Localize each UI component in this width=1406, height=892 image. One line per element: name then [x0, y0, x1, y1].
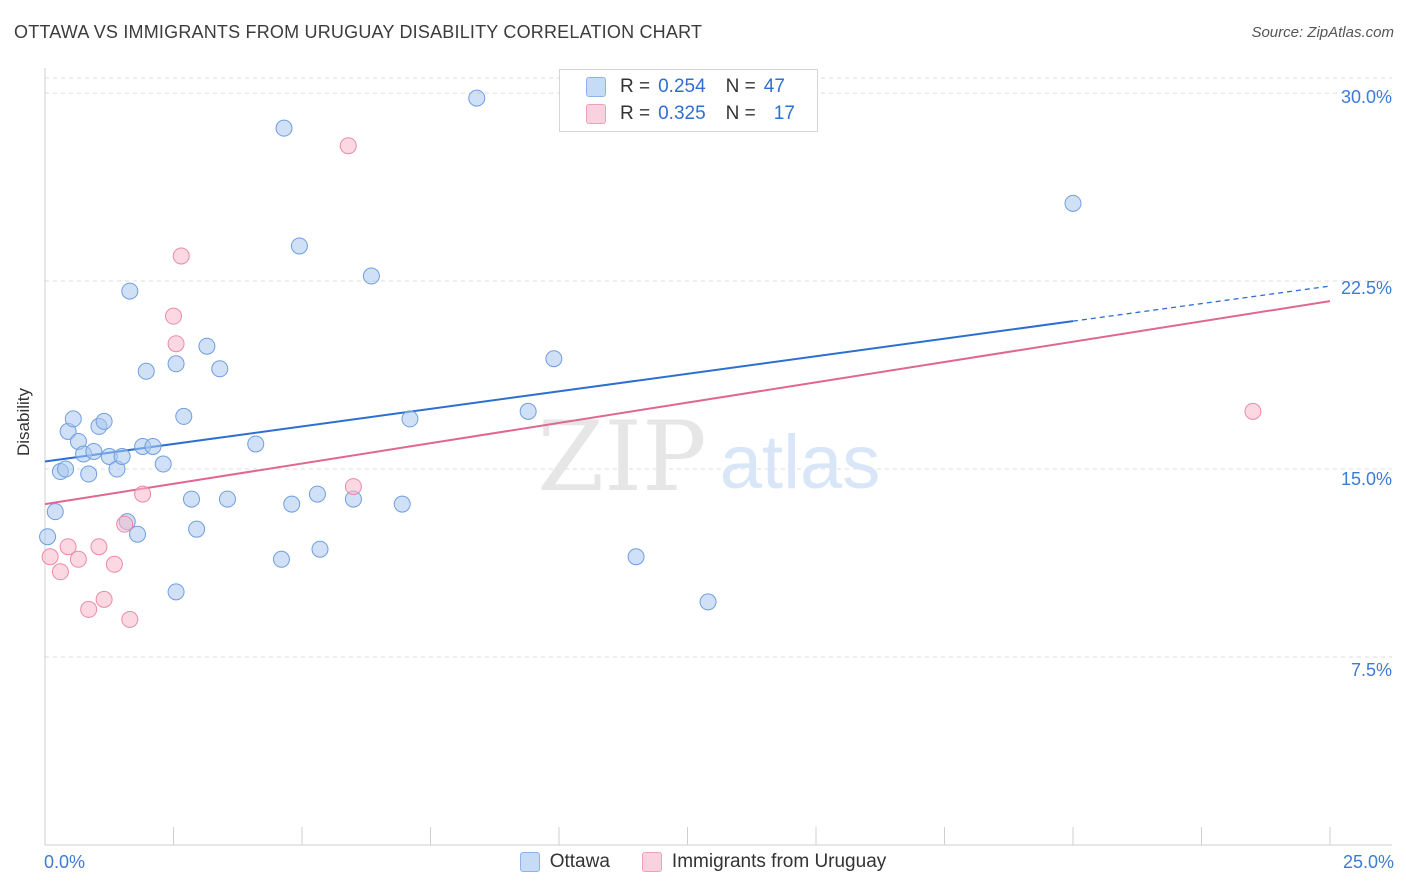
- trend-line-0: [44, 320, 1074, 463]
- data-point-ottawa: [211, 360, 229, 378]
- series-legend: Ottawa Immigrants from Uruguay: [0, 851, 1406, 873]
- data-point-ottawa: [290, 237, 308, 255]
- watermark-atlas: atlas: [720, 420, 881, 505]
- y-axis-label: Disability: [14, 387, 33, 456]
- data-point-ottawa: [272, 550, 290, 568]
- legend-n-label: N =: [725, 76, 756, 97]
- trend-line-1: [44, 300, 1331, 506]
- data-point-ottawa: [188, 520, 206, 538]
- data-point-ottawa: [46, 503, 64, 521]
- data-point-ottawa: [362, 267, 380, 285]
- data-point-ottawa: [393, 495, 411, 513]
- legend-r-label: R =: [620, 103, 651, 124]
- legend-row-ottawa: R = 0.254 N = 47: [586, 75, 785, 99]
- data-point-ottawa: [198, 337, 216, 355]
- data-point-uruguay: [116, 515, 134, 533]
- axes: [44, 68, 1392, 846]
- legend-n-value: 17: [773, 103, 795, 124]
- y-tick-label: 15.0%: [1340, 469, 1392, 489]
- data-point-ottawa: [308, 485, 326, 503]
- data-points: [39, 89, 1262, 628]
- data-point-uruguay: [134, 485, 152, 503]
- legend-swatch-ottawa: [519, 852, 540, 872]
- legend-label-uruguay: Immigrants from Uruguay: [671, 851, 887, 872]
- data-point-ottawa: [95, 412, 113, 430]
- x-tick-label-min: 0.0%: [44, 852, 86, 872]
- stats-legend: R = 0.254 N = 47 R = 0.325 N = 17: [559, 69, 818, 132]
- data-point-ottawa: [39, 528, 57, 546]
- data-point-ottawa: [64, 410, 82, 428]
- legend-item-uruguay: Immigrants from Uruguay: [641, 851, 887, 873]
- trend-line-extension: [1072, 285, 1331, 322]
- chart-title: OTTAWA VS IMMIGRANTS FROM URUGUAY DISABI…: [14, 22, 703, 42]
- data-point-ottawa: [167, 583, 185, 601]
- data-point-ottawa: [275, 119, 293, 137]
- data-point-ottawa: [1064, 194, 1082, 212]
- y-tick-label: 7.5%: [1350, 660, 1392, 680]
- data-point-ottawa: [175, 407, 193, 425]
- data-point-ottawa: [519, 402, 537, 420]
- y-tick-label: 22.5%: [1340, 278, 1392, 298]
- legend-r-value: 0.254: [658, 76, 706, 97]
- data-point-uruguay: [51, 563, 69, 581]
- data-point-uruguay: [344, 478, 362, 496]
- data-point-uruguay: [121, 610, 139, 628]
- data-point-ottawa: [182, 490, 200, 508]
- data-point-uruguay: [41, 548, 59, 566]
- data-point-uruguay: [105, 555, 123, 573]
- data-point-ottawa: [311, 540, 329, 558]
- legend-r-value: 0.325: [658, 103, 706, 124]
- data-point-uruguay: [69, 550, 87, 568]
- data-point-ottawa: [154, 455, 172, 473]
- data-point-uruguay: [339, 137, 357, 155]
- legend-row-uruguay: R = 0.325 N = 17: [586, 102, 795, 126]
- data-point-ottawa: [247, 435, 265, 453]
- data-point-ottawa: [129, 525, 147, 543]
- data-point-ottawa: [468, 89, 486, 107]
- data-point-ottawa: [85, 442, 103, 460]
- legend-n-value: 47: [763, 76, 785, 97]
- watermark-zip: ZIP: [537, 401, 706, 513]
- legend-n-label: N =: [725, 103, 756, 124]
- legend-r-label: R =: [620, 76, 651, 97]
- legend-swatch-uruguay: [586, 104, 606, 124]
- data-point-uruguay: [90, 538, 108, 556]
- source-label: Source: ZipAtlas.com: [1251, 24, 1394, 41]
- trend-lines: [44, 285, 1331, 506]
- data-point-ottawa: [283, 495, 301, 513]
- legend-swatch-ottawa: [586, 77, 606, 97]
- data-point-ottawa: [137, 362, 155, 380]
- data-point-ottawa: [57, 460, 75, 478]
- data-point-uruguay: [165, 307, 182, 325]
- x-tick-label-max: 25.0%: [1342, 852, 1394, 872]
- data-point-uruguay: [167, 335, 185, 353]
- data-point-uruguay: [1244, 402, 1262, 420]
- grid-lines: [45, 77, 1392, 658]
- data-point-ottawa: [545, 350, 563, 368]
- data-point-ottawa: [80, 465, 98, 483]
- legend-label-ottawa: Ottawa: [549, 851, 610, 872]
- data-point-uruguay: [80, 600, 98, 618]
- y-tick-label: 30.0%: [1340, 87, 1392, 107]
- data-point-ottawa: [121, 282, 139, 300]
- data-point-uruguay: [59, 538, 77, 556]
- data-point-ottawa: [113, 448, 131, 465]
- data-point-uruguay: [95, 590, 113, 608]
- legend-swatch-uruguay: [641, 852, 662, 872]
- data-point-uruguay: [172, 247, 190, 265]
- data-point-ottawa: [627, 548, 645, 566]
- data-point-ottawa: [401, 410, 419, 428]
- data-point-ottawa: [218, 490, 236, 508]
- data-point-ottawa: [144, 437, 162, 455]
- data-point-ottawa: [699, 593, 717, 611]
- legend-item-ottawa: Ottawa: [519, 851, 610, 873]
- data-point-ottawa: [167, 355, 185, 373]
